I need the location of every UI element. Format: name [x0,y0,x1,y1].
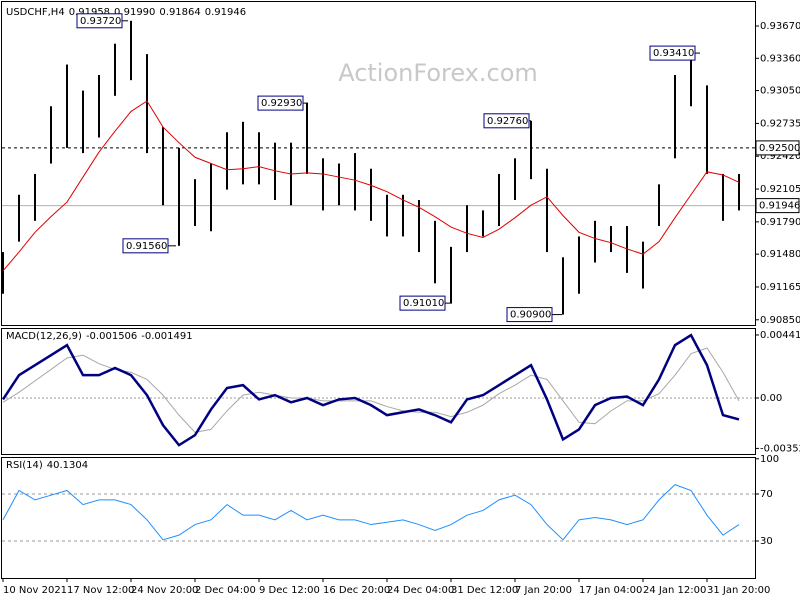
x-tick-label: 31 Jan 20:00 [707,585,770,596]
header-value: -0.001491 [141,331,192,342]
price-panel [1,1,756,326]
y-tick-label: 0.93670 [760,21,800,32]
annotation-box [483,113,530,129]
annotation-box [257,95,304,111]
x-tick-label: 10 Nov 2021 [3,585,67,596]
indicator-name: RSI(14) [6,460,43,471]
indicator-name: USDCHF,H4 [6,7,65,18]
header-value: 0.91864 [159,7,200,18]
annotation-box [122,238,169,254]
y-tick-label: 0.90850 [760,315,800,326]
x-tick-label: 2 Dec 04:00 [195,585,256,596]
indicator-line [1,333,740,447]
x-tick-label: 24 Dec 04:00 [387,585,454,596]
y-tick-label: 30 [760,536,773,547]
price-level-box [755,140,800,156]
x-tick-label: 24 Nov 20:00 [131,585,198,596]
panel-header: MACD(12,26,9) -0.001506 -0.001491 [6,331,193,342]
annotation-box [506,307,553,323]
rsi-panel [1,457,756,579]
y-tick-label: 100 [760,454,779,465]
y-tick-label: 0.93360 [760,53,800,64]
annotation-label: 0.91010 [403,298,444,309]
x-tick-label: 9 Dec 12:00 [259,585,320,596]
price-level-box [755,198,800,214]
moving-average [2,100,740,272]
annotation-box [76,13,123,29]
y-tick-label: 0.00 [760,393,782,404]
annotation-label: 0.91560 [126,241,167,252]
indicator-line [2,484,740,541]
indicator-line [2,347,740,433]
macd-panel [1,328,756,455]
annotation-box [649,45,696,61]
x-tick-label: 17 Nov 12:00 [67,585,134,596]
x-tick-label: 17 Jan 04:00 [579,585,642,596]
header-value: -0.001506 [86,331,137,342]
panel-header: USDCHF,H4 0.91958 0.91990 0.91864 0.91946 [6,7,246,18]
annotation-label: 0.92930 [261,98,302,109]
x-tick-label: 31 Dec 12:00 [451,585,518,596]
y-tick-label: 0.92735 [760,118,800,129]
annotation-box [399,295,446,311]
header-value: 40.1304 [47,460,88,471]
price-level-label: 0.91946 [759,201,800,212]
x-tick-label: 24 Jan 12:00 [643,585,706,596]
watermark: ActionForex.com [338,59,538,87]
annotation-label: 0.93720 [80,16,121,27]
y-tick-label: 0.92420 [760,151,800,162]
annotation-label: 0.93410 [653,48,694,59]
header-value: 0.91958 [69,7,110,18]
y-tick-label: 0.93050 [760,86,800,97]
price-level-label: 0.92500 [759,143,800,154]
annotation-label: 0.92760 [487,116,528,127]
y-tick-label: 0.004412 [760,330,800,341]
y-tick-label: 70 [760,489,773,500]
x-tick-label: 7 Jan 20:00 [515,585,572,596]
header-value: 0.91946 [205,7,246,18]
y-tick-label: -0.003528 [760,443,800,454]
annotation-label: 0.90900 [510,310,551,321]
y-tick-label: 0.91790 [760,217,800,228]
panel-header: RSI(14) 40.1304 [6,460,88,471]
header-value: 0.91990 [114,7,155,18]
x-tick-label: 16 Dec 20:00 [323,585,390,596]
y-tick-label: 0.92105 [760,184,800,195]
indicator-name: MACD(12,26,9) [6,331,82,342]
y-tick-label: 0.91480 [760,249,800,260]
y-tick-label: 0.91165 [760,282,800,293]
